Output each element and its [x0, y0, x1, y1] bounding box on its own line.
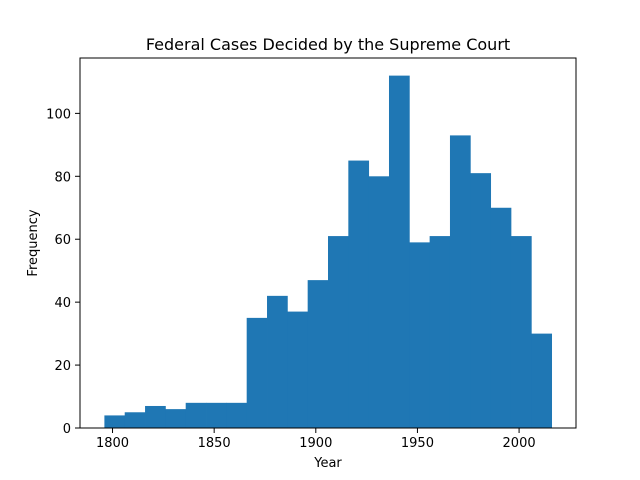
histogram-bar [287, 311, 309, 428]
x-axis: 1800 1850 1900 1950 2000 [96, 428, 536, 451]
histogram-bar [429, 236, 451, 428]
histogram-bar [246, 317, 268, 428]
x-tick-label: 1850 [198, 436, 231, 451]
y-axis-label: Frequency [26, 209, 41, 276]
bars-group [104, 75, 553, 429]
histogram-bar [226, 402, 248, 428]
x-axis-label: Year [313, 456, 342, 471]
histogram-bar [368, 176, 390, 428]
histogram-bar [165, 409, 187, 428]
y-tick-label: 80 [54, 170, 71, 185]
histogram-bar [307, 280, 329, 428]
x-tick-label: 2000 [503, 436, 536, 451]
y-tick-label: 100 [46, 107, 71, 122]
x-tick-label: 1900 [299, 436, 332, 451]
x-tick-label: 1800 [96, 436, 129, 451]
histogram-bar [104, 415, 126, 428]
x-tick-label: 1950 [401, 436, 434, 451]
histogram-bar [185, 402, 207, 428]
histogram-bar [510, 236, 532, 428]
chart-title: Federal Cases Decided by the Supreme Cou… [146, 35, 510, 54]
histogram-bar [124, 412, 146, 428]
histogram-bar [206, 402, 227, 428]
y-tick-label: 60 [54, 233, 71, 248]
histogram-bar [388, 75, 410, 428]
y-tick-label: 40 [54, 296, 71, 311]
histogram-bar [531, 333, 553, 428]
histogram-bar [348, 160, 370, 428]
y-tick-label: 0 [63, 422, 71, 437]
plot-frame [79, 57, 577, 429]
y-axis: 0 20 40 60 80 100 [46, 107, 80, 437]
histogram-bar [490, 207, 512, 428]
histogram-bar [328, 236, 349, 428]
histogram-bar [470, 173, 492, 428]
histogram-bar [449, 135, 471, 429]
histogram-bar [409, 242, 431, 428]
histogram-bar [145, 405, 166, 428]
y-tick-label: 20 [54, 359, 71, 374]
histogram-bar [267, 295, 288, 428]
